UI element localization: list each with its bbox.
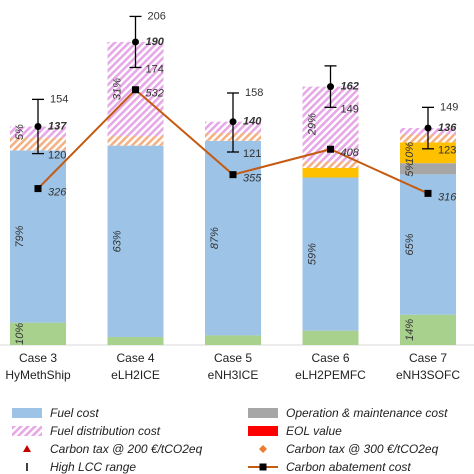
- bar-segment: [302, 167, 359, 178]
- legend-swatch: [12, 408, 42, 418]
- x-tick-label: eLH2PEMFC: [295, 368, 366, 382]
- share-label: 5%: [14, 124, 26, 140]
- share-label: 59%: [306, 243, 318, 265]
- legend-item: EOL value: [248, 424, 342, 438]
- abatement-label: 408: [341, 147, 360, 159]
- abatement-marker: [34, 185, 42, 193]
- x-tick-label: Case 6: [311, 351, 349, 365]
- legend-label: EOL value: [286, 424, 342, 438]
- legend-swatch: [23, 445, 31, 452]
- total-label: 140: [243, 116, 262, 128]
- share-label: 79%: [14, 225, 26, 247]
- legend-label: Carbon tax @ 300 €/tCO2eq: [286, 442, 439, 456]
- share-label: 63%: [111, 230, 123, 252]
- x-tick-label: eLH2ICE: [111, 368, 160, 382]
- abatement-marker: [424, 189, 432, 197]
- total-dot: [327, 83, 334, 91]
- legend-label: Fuel distribution cost: [50, 424, 161, 438]
- legend-label: Carbon abatement cost: [286, 460, 411, 474]
- x-tick-label: Case 5: [214, 351, 252, 365]
- legend-swatch: [259, 445, 267, 453]
- share-label: 87%: [209, 227, 221, 249]
- bar-segment: [400, 163, 456, 175]
- low-label: 120: [48, 150, 66, 162]
- share-label: 14%: [404, 319, 416, 341]
- total-label: 162: [341, 81, 359, 93]
- bar-segment: [400, 314, 456, 345]
- x-tick-label: Case 7: [409, 351, 447, 365]
- total-label: 136: [438, 122, 457, 134]
- low-label: 174: [146, 63, 164, 75]
- abatement-label: 532: [146, 88, 164, 100]
- legend-item: High LCC range: [26, 460, 136, 474]
- abatement-marker: [229, 171, 237, 179]
- legend-item: Fuel distribution cost: [12, 424, 161, 438]
- legend-swatch: [248, 426, 278, 436]
- legend-swatch: [12, 426, 42, 436]
- bar-segment: [302, 177, 359, 331]
- bar-segment: [10, 322, 66, 345]
- abatement-label: 326: [48, 186, 67, 198]
- x-tick-label: HyMethShip: [5, 368, 71, 382]
- abatement-label: 316: [438, 191, 457, 203]
- abatement-label: 355: [243, 173, 262, 185]
- x-tick-label: Case 3: [19, 351, 57, 365]
- share-label: 29%: [306, 113, 318, 136]
- low-label: 123: [438, 145, 456, 157]
- share-label: 5%: [404, 161, 416, 177]
- share-label: 10%: [404, 142, 416, 164]
- legend-item: Carbon tax @ 300 €/tCO2eq: [259, 442, 439, 456]
- bar-segment: [107, 136, 164, 146]
- legend-label: Operation & maintenance cost: [286, 406, 448, 420]
- total-dot: [424, 124, 432, 132]
- legend-item: Fuel cost: [12, 406, 99, 420]
- high-label: 158: [245, 87, 263, 99]
- share-label: 65%: [404, 233, 416, 255]
- high-label: 154: [50, 93, 68, 105]
- legend-label: Fuel cost: [50, 406, 99, 420]
- high-label: 149: [440, 101, 458, 113]
- share-label: 10%: [14, 323, 26, 345]
- abatement-marker: [132, 86, 139, 94]
- x-tick-label: eNH3ICE: [208, 368, 259, 382]
- legend-item: Carbon abatement cost: [248, 460, 411, 474]
- total-dot: [34, 122, 42, 130]
- total-dot: [132, 38, 139, 46]
- low-label: 149: [341, 103, 359, 115]
- total-label: 190: [146, 36, 165, 48]
- bar-segment: [302, 161, 359, 168]
- total-label: 137: [48, 120, 67, 132]
- high-label: 206: [148, 10, 166, 22]
- legend-item: Operation & maintenance cost: [248, 406, 448, 420]
- x-tick-label: eNH3SOFC: [396, 368, 460, 382]
- total-dot: [229, 118, 237, 126]
- bar-segment: [302, 330, 359, 345]
- legend-label: High LCC range: [50, 460, 136, 474]
- bar-segment: [107, 145, 164, 338]
- x-tick-label: Case 4: [116, 351, 154, 365]
- bar-segment: [400, 174, 456, 315]
- bar-segment: [107, 337, 164, 345]
- abatement-marker: [327, 145, 334, 153]
- bar-segment: [400, 142, 456, 164]
- bar-segment: [205, 335, 261, 345]
- low-label: 121: [243, 148, 261, 160]
- legend-label: Carbon tax @ 200 €/tCO2eq: [50, 442, 203, 456]
- legend-item: Carbon tax @ 200 €/tCO2eq: [23, 442, 203, 456]
- legend-swatch: [259, 463, 267, 471]
- share-label: 31%: [111, 78, 123, 100]
- bar-segment: [10, 150, 66, 323]
- legend-swatch: [248, 408, 278, 418]
